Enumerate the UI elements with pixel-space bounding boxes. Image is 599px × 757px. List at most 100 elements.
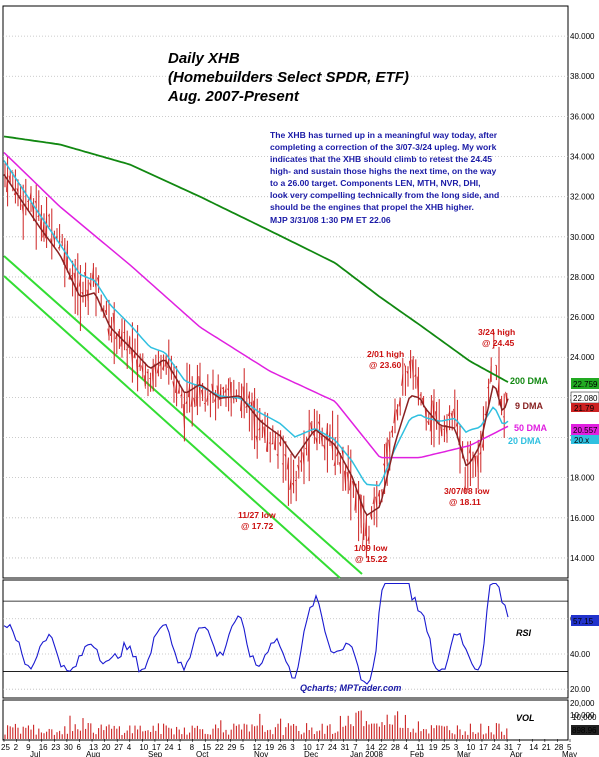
price-bar-open [396, 409, 398, 419]
price-bars [3, 156, 508, 558]
price-bar-open [375, 496, 378, 508]
price-bar-open [258, 427, 261, 431]
price-bar-open [247, 393, 250, 399]
price-bar-open [406, 371, 409, 375]
badge-vol-bg [571, 725, 599, 735]
price-bar-open [185, 400, 188, 404]
price-bar-open [112, 312, 115, 329]
price-bar-open [489, 366, 492, 384]
price-bar-open [463, 485, 466, 491]
badge-vol-a: 10,000 [572, 713, 597, 722]
commentary-line: high- and sustain those highs the next t… [270, 166, 497, 176]
price-bar-open [198, 376, 201, 402]
price-bar-open [416, 376, 419, 401]
price-bar-open [242, 386, 245, 407]
commentary-line: indicates that the XHB should climb to r… [270, 154, 492, 164]
price-bar-open [266, 436, 268, 452]
x-day-label: 20 [102, 743, 111, 752]
x-month-label: Mar [457, 750, 471, 757]
price-bar-open [323, 444, 326, 450]
price-bar-open [193, 397, 196, 405]
price-bar-open [305, 447, 307, 450]
price-bar-open [136, 359, 138, 380]
price-bar-open [370, 514, 372, 520]
x-day-label: 14 [529, 743, 538, 752]
price-bar-open [315, 437, 318, 445]
price-bar-open [271, 442, 274, 445]
commentary-line: completing a correction of the 3/07-3/24… [270, 142, 497, 152]
price-bar-open [34, 200, 37, 204]
price-bar-open [450, 412, 453, 418]
x-day-label: 6 [76, 743, 81, 752]
moving-averages [3, 135, 509, 517]
price-bar-open [299, 460, 302, 464]
x-axis-ticks: 25 2 9 16 23 30 6 13 20 27 4 10 17 24 1 8 15 22 29 5 12 19 26 3… [1, 739, 577, 757]
price-tick-label: 28.000 [570, 273, 595, 282]
x-day-label: 19 [265, 743, 274, 752]
price-bar-open [120, 327, 123, 347]
price-bar-open [468, 446, 471, 454]
x-day-label: 4 [403, 743, 408, 752]
price-bar-open [429, 403, 432, 432]
price-bar-open [380, 490, 383, 492]
x-day-label: 27 [114, 743, 123, 752]
x-day-label: 23 [51, 743, 60, 752]
commentary-line: look very compelling technically from th… [270, 190, 499, 200]
ma-line-20-dma [3, 160, 509, 487]
x-day-label: 26 [278, 743, 287, 752]
price-bar-open [432, 400, 435, 426]
badge-vol-b: 898.96 [572, 726, 597, 735]
price-bar-open [141, 365, 144, 373]
x-day-label: 5 [567, 743, 572, 752]
price-tick-label: 40.000 [570, 32, 595, 41]
price-bar-open [307, 429, 310, 462]
x-day-label: 9 [26, 743, 31, 752]
price-bar-open [414, 374, 417, 377]
price-bar-open [206, 395, 209, 402]
annotation-low-109: 1/09 low [354, 543, 388, 553]
x-day-label: 28 [391, 743, 400, 752]
price-bar-open [81, 291, 84, 296]
x-day-label: 8 [190, 743, 195, 752]
rsi-tick-label: 40.00 [570, 650, 591, 659]
price-bar-open [110, 328, 112, 337]
x-month-label: Sep [148, 750, 163, 757]
price-bar-open [362, 522, 365, 546]
ma-line-200-dma [3, 135, 509, 383]
x-day-label: 17 [315, 743, 324, 752]
price-bar-open [182, 404, 185, 429]
price-tick-label: 30.000 [570, 233, 595, 242]
price-bar-open [16, 188, 19, 193]
badge-9dma: 21.79 [574, 404, 595, 413]
price-bar-open [97, 277, 99, 283]
price-bar-open [466, 459, 469, 462]
price-tick-label: 24.000 [570, 353, 595, 362]
price-bar-open [58, 247, 60, 251]
annotation-low-1127-value: @ 17.72 [241, 521, 273, 531]
price-tick-label: 36.000 [570, 112, 595, 121]
badge-9dma-bg [571, 403, 599, 412]
badge-50dma: 20.557 [573, 426, 598, 435]
price-bar-open [245, 405, 248, 408]
price-bar-open [107, 328, 110, 338]
price-bar-open [37, 215, 40, 218]
price-bar-open [156, 366, 159, 374]
x-day-label: 24 [492, 743, 501, 752]
x-month-label: Oct [196, 750, 209, 757]
label-9dma: 9 DMA [515, 401, 544, 411]
price-bar-open [338, 462, 341, 468]
price-bar-open [474, 455, 476, 465]
price-bar-open [224, 388, 227, 393]
x-month-label: Apr [510, 750, 523, 757]
x-day-label: 25 [1, 743, 10, 752]
price-bar-open [351, 480, 354, 486]
rsi-series [3, 582, 509, 685]
annotation-low-307-value: @ 18.11 [449, 497, 481, 507]
price-bar-open [310, 422, 313, 435]
badge-200dma-bg [571, 378, 599, 389]
x-day-label: 16 [39, 743, 48, 752]
x-day-label: 24 [165, 743, 174, 752]
chart-title-line3: Aug. 2007-Present [167, 88, 300, 105]
price-bar-open [320, 435, 323, 445]
